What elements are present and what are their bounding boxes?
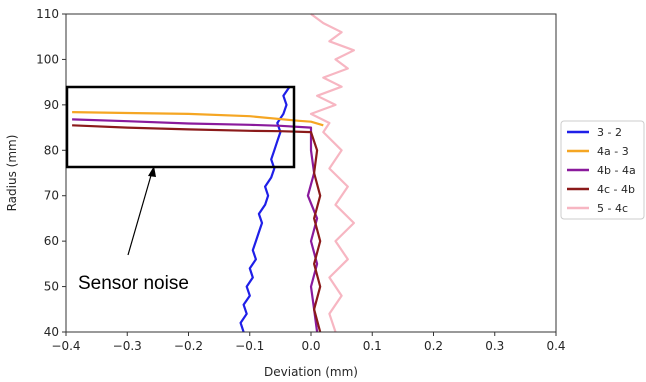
- y-axis: 40 50 60 70 80 90 100 110: [36, 7, 66, 339]
- annotation-arrow: [127, 171, 153, 256]
- legend: 3 - 2 4a - 3 4b - 4a 4c - 4b 5 - 4c: [560, 120, 645, 220]
- legend-label: 4b - 4a: [597, 164, 636, 177]
- y-tick-label: 90: [44, 98, 59, 112]
- x-tick-label: −0.1: [235, 339, 264, 353]
- legend-label: 4c - 4b: [597, 183, 635, 196]
- legend-box: [560, 120, 645, 220]
- plot-series: [72, 13, 355, 333]
- x-tick-label: 0.1: [363, 339, 382, 353]
- x-axis-label: Deviation (mm): [264, 365, 358, 379]
- series-line-2: [72, 111, 324, 127]
- legend-label: 4a - 3: [597, 145, 629, 158]
- y-axis-label: Radius (mm): [5, 135, 19, 212]
- legend-label: 5 - 4c: [597, 202, 628, 215]
- legend-label: 3 - 2: [597, 126, 622, 139]
- y-tick-label: 50: [44, 280, 59, 294]
- sensor-noise-annotation: Sensor noise: [65, 85, 296, 294]
- annotation-text: Sensor noise: [78, 273, 189, 294]
- x-axis: −0.4 −0.3 −0.2 −0.1 0.0 0.1 0.2 0.3 0.4: [51, 332, 566, 353]
- annotation-arrowhead: [148, 166, 156, 177]
- x-tick-label: −0.4: [51, 339, 80, 353]
- y-tick-label: 40: [44, 325, 59, 339]
- sensor-noise-box: [65, 85, 296, 169]
- series-line-5: [309, 13, 355, 333]
- y-tick-label: 100: [36, 52, 59, 66]
- series-line-3: [72, 118, 319, 333]
- y-tick-label: 110: [36, 7, 59, 21]
- y-tick-label: 60: [44, 234, 59, 248]
- y-tick-label: 70: [44, 189, 59, 203]
- series-line-1: [239, 86, 291, 333]
- y-tick-label: 80: [44, 143, 59, 157]
- series-line-4: [72, 124, 322, 333]
- x-tick-label: 0.3: [485, 339, 504, 353]
- x-tick-label: −0.3: [113, 339, 142, 353]
- x-tick-label: 0.0: [301, 339, 320, 353]
- x-tick-label: 0.4: [546, 339, 565, 353]
- x-tick-label: 0.2: [424, 339, 443, 353]
- x-tick-label: −0.2: [174, 339, 203, 353]
